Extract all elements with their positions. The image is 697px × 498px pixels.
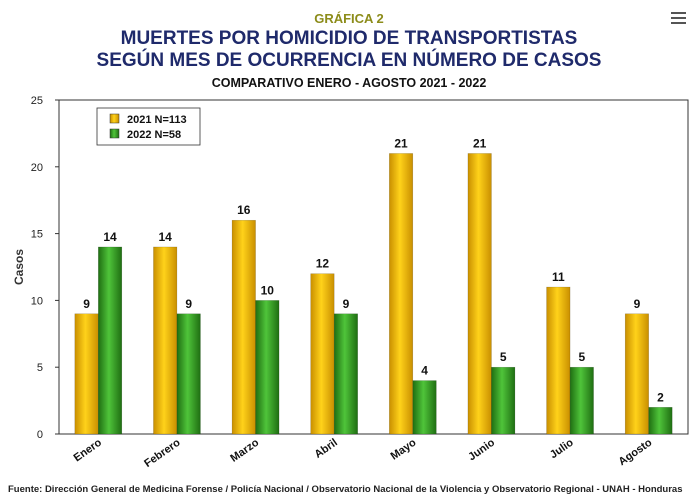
data-label: 9 xyxy=(343,297,350,311)
x-tick-label: Abril xyxy=(312,437,339,461)
bar-junio-2022 xyxy=(491,366,516,435)
x-tick-label: Mayo xyxy=(389,436,419,462)
x-tick-label: Febrero xyxy=(142,436,183,469)
chart-title-line-2: SEGÚN MES DE OCURRENCIA EN NÚMERO DE CAS… xyxy=(97,49,602,71)
data-label: 4 xyxy=(421,364,428,378)
y-tick-label: 20 xyxy=(31,162,43,174)
y-axis: 0 5 10 15 20 25 xyxy=(31,95,59,441)
bar-julio-2022 xyxy=(569,366,594,435)
data-label: 5 xyxy=(578,350,585,364)
bar-mayo-2022 xyxy=(412,380,437,435)
x-tick-label: Julio xyxy=(548,436,576,461)
y-tick-label: 25 xyxy=(31,95,43,107)
bar-abril-2022 xyxy=(333,313,358,435)
data-label: 21 xyxy=(394,136,408,150)
source-note: Fuente: Dirección General de Medicina Fo… xyxy=(8,484,683,495)
data-label: 9 xyxy=(634,297,641,311)
bar-marzo-2022 xyxy=(255,300,280,435)
data-label: 9 xyxy=(185,297,192,311)
data-labels-group: 9 14 14 9 16 10 12 9 21 4 21 5 11 5 9 2 xyxy=(83,136,664,404)
y-tick-label: 10 xyxy=(31,295,43,307)
data-label: 12 xyxy=(316,257,330,271)
legend-label-2021: 2021 N=113 xyxy=(127,114,187,126)
chart-title-line-1: MUERTES POR HOMICIDIO DE TRANSPORTISTAS xyxy=(121,28,578,49)
bar-agosto-2022 xyxy=(648,407,673,435)
x-tick-label: Junio xyxy=(466,436,497,463)
bar-abril-2021 xyxy=(310,273,335,435)
data-label: 11 xyxy=(552,270,565,284)
data-label: 21 xyxy=(473,136,487,150)
bar-marzo-2021 xyxy=(231,219,256,435)
bar-junio-2021 xyxy=(467,153,492,435)
bar-enero-2021 xyxy=(74,313,99,435)
bar-febrero-2022 xyxy=(176,313,201,435)
x-axis: Enero Febrero Marzo Abril Mayo Junio Julio Agos… xyxy=(72,436,655,469)
data-label: 9 xyxy=(83,297,90,311)
legend-swatch-2021 xyxy=(109,113,120,124)
plot-area-frame xyxy=(58,99,689,435)
x-tick-label: Marzo xyxy=(228,436,261,464)
hamburger-menu-icon[interactable] xyxy=(671,12,686,24)
data-label: 14 xyxy=(159,230,173,244)
bar-febrero-2021 xyxy=(153,246,178,435)
x-tick-label: Agosto xyxy=(616,436,654,468)
y-tick-label: 5 xyxy=(37,362,43,374)
chart-subtitle: COMPARATIVO ENERO - AGOSTO 2021 - 2022 xyxy=(212,76,487,90)
bar-enero-2022 xyxy=(98,246,123,435)
data-label: 16 xyxy=(237,203,251,217)
y-tick-label: 0 xyxy=(37,429,43,441)
legend-label-2022: 2022 N=58 xyxy=(127,129,181,141)
bar-mayo-2021 xyxy=(389,153,414,435)
y-axis-label: Casos xyxy=(12,249,26,285)
figure-label: GRÁFICA 2 xyxy=(314,11,384,26)
bar-julio-2021 xyxy=(546,286,571,435)
data-label: 10 xyxy=(261,283,275,297)
bar-agosto-2021 xyxy=(624,313,649,435)
x-tick-label: Enero xyxy=(72,436,105,464)
data-label: 14 xyxy=(103,230,117,244)
data-label: 5 xyxy=(500,350,507,364)
y-tick-label: 15 xyxy=(31,229,43,241)
data-label: 2 xyxy=(657,390,664,404)
legend-swatch-2022 xyxy=(109,128,120,139)
legend: 2021 N=113 2022 N=58 xyxy=(96,107,201,146)
bars-group xyxy=(74,153,673,435)
